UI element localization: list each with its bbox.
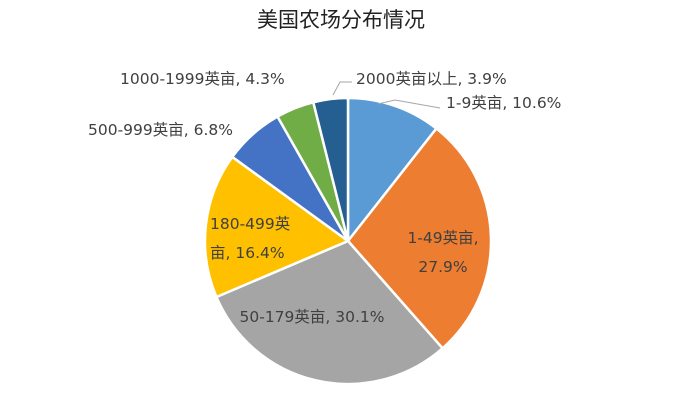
pie-slice-6 <box>311 96 350 242</box>
pie-slice-2 <box>214 239 445 386</box>
data-label: 1000-1999英亩, 4.3% <box>120 70 285 88</box>
data-label: 50-179英亩, 30.1% <box>240 308 385 326</box>
data-label: 500-999英亩, 6.8% <box>88 121 233 139</box>
data-label: 2000英亩以上, 3.9% <box>356 70 507 88</box>
pie-slice-1 <box>346 126 493 351</box>
data-label: 27.9% <box>418 258 467 276</box>
chart-title: 美国农场分布情况 <box>257 8 425 32</box>
data-label: 180-499英 <box>210 215 291 233</box>
pie-slice-0 <box>346 96 439 245</box>
data-label: 1-49英亩, <box>407 229 478 247</box>
pie-slice-3 <box>203 155 351 299</box>
data-label: 1-9英亩, 10.6% <box>446 94 561 112</box>
data-label: 亩, 16.4% <box>210 244 285 262</box>
leader-line <box>377 99 441 109</box>
leader-line <box>332 81 352 96</box>
